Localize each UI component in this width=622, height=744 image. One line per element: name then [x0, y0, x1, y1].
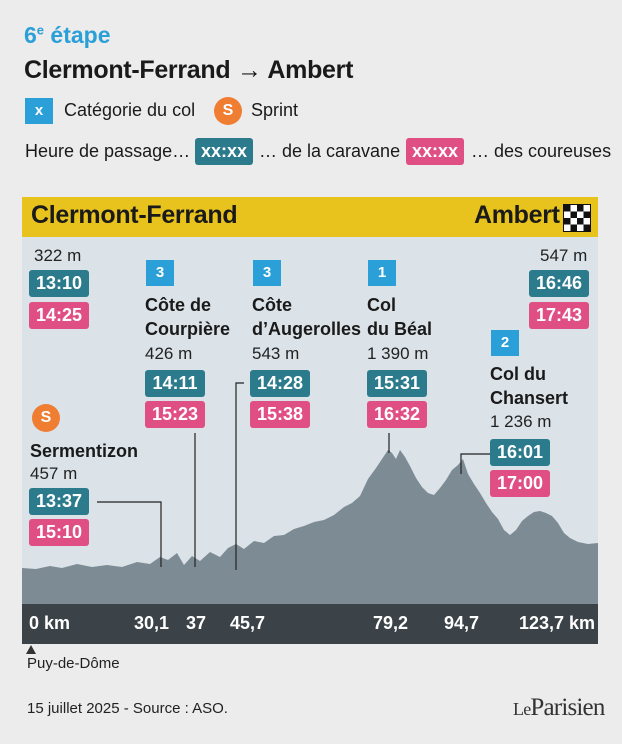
route-title: Clermont-Ferrand → Ambert — [24, 56, 354, 84]
km-augerolles-label: 45,7 — [230, 613, 266, 633]
checkered-flag-icon — [563, 204, 591, 232]
le-parisien-logo: LeParisien — [513, 694, 605, 722]
augerolles-riders-time: 15:38 — [250, 401, 310, 428]
stage-word: étape — [44, 22, 111, 48]
start-altitude: 322 m — [34, 246, 82, 265]
beal-name-line1: Col — [367, 295, 396, 315]
augerolles-leader-line — [235, 382, 244, 570]
augerolles-name-line1: Côte — [252, 295, 292, 315]
finish-altitude: 547 m — [540, 246, 588, 265]
stage-number: 6 — [24, 22, 37, 48]
legend-category-box: x — [25, 98, 53, 124]
start-caravan-time: 13:10 — [29, 270, 89, 297]
legend-passage-label: Heure de passage… — [25, 141, 191, 161]
legend-caravan-label: … de la caravane — [259, 141, 401, 161]
courpiere-riders-time: 15:23 — [145, 401, 205, 428]
km-sprint-label: 30,1 — [134, 613, 170, 633]
beal-category-box: 1 — [368, 260, 396, 286]
chansert-caravan-time: 16:01 — [490, 439, 550, 466]
beal-riders-time: 16:32 — [367, 401, 427, 428]
chansert-leader-line — [460, 453, 494, 474]
start-riders-time: 14:25 — [29, 302, 89, 329]
augerolles-category-box: 3 — [253, 260, 281, 286]
legend-riders-label: … des coureuses — [471, 141, 612, 161]
km-chansert-label: 94,7 — [444, 613, 480, 633]
beal-altitude: 1 390 m — [367, 344, 429, 363]
sprint-name: Sermentizon — [30, 441, 139, 461]
km-courpiere-label: 37 — [186, 613, 207, 633]
legend-riders-sample: xx:xx — [406, 138, 464, 165]
legend-caravan-sample: xx:xx — [195, 138, 253, 165]
legend-sprint-label: Sprint — [251, 100, 299, 120]
courpiere-name-line1: Côte de — [145, 295, 212, 315]
courpiere-caravan-time: 14:11 — [145, 370, 205, 397]
km-start-label: 0 km — [29, 613, 71, 633]
beal-name-line2: du Béal — [367, 319, 433, 339]
km-axis-bar — [22, 604, 598, 644]
logo-name: Parisien — [530, 694, 605, 721]
augerolles-caravan-time: 14:28 — [250, 370, 310, 397]
logo-prefix: Le — [513, 699, 531, 719]
km-beal-label: 79,2 — [373, 613, 409, 633]
sprint-caravan-time: 13:37 — [29, 488, 89, 515]
chansert-riders-time: 17:00 — [490, 470, 550, 497]
sprint-altitude: 457 m — [30, 464, 78, 483]
department-label: Puy-de-Dôme — [27, 655, 120, 672]
legend-sprint-badge: S — [214, 97, 242, 125]
finish-city: Ambert — [474, 201, 560, 229]
augerolles-name-line2: d’Augerolles — [252, 319, 362, 339]
finish-riders-time: 17:43 — [529, 302, 589, 329]
beal-caravan-time: 15:31 — [367, 370, 427, 397]
sprint-badge: S — [32, 404, 60, 432]
start-city: Clermont-Ferrand — [31, 201, 238, 229]
courpiere-name-line2: Courpière — [145, 319, 231, 339]
sprint-leader-line — [97, 501, 162, 567]
legend-category-label: Catégorie du col — [64, 100, 196, 120]
chansert-altitude: 1 236 m — [490, 412, 552, 431]
chansert-name-line1: Col du — [490, 364, 546, 384]
finish-caravan-time: 16:46 — [529, 270, 589, 297]
chansert-name-line2: Chansert — [490, 388, 569, 408]
augerolles-altitude: 543 m — [252, 344, 300, 363]
stage-suffix: e — [36, 22, 45, 38]
sprint-riders-time: 15:10 — [29, 519, 89, 546]
km-end-label: 123,7 km — [519, 613, 596, 633]
elevation-profile — [22, 382, 598, 604]
stage-title: 6e étape — [24, 22, 111, 49]
department-marker-icon — [26, 645, 36, 654]
footer-date-source: 15 juillet 2025 - Source : ASO. — [27, 700, 228, 717]
chansert-category-box: 2 — [491, 330, 519, 356]
courpiere-altitude: 426 m — [145, 344, 193, 363]
courpiere-category-box: 3 — [146, 260, 174, 286]
elevation-area — [22, 450, 598, 604]
profile-header-bar — [22, 197, 598, 237]
